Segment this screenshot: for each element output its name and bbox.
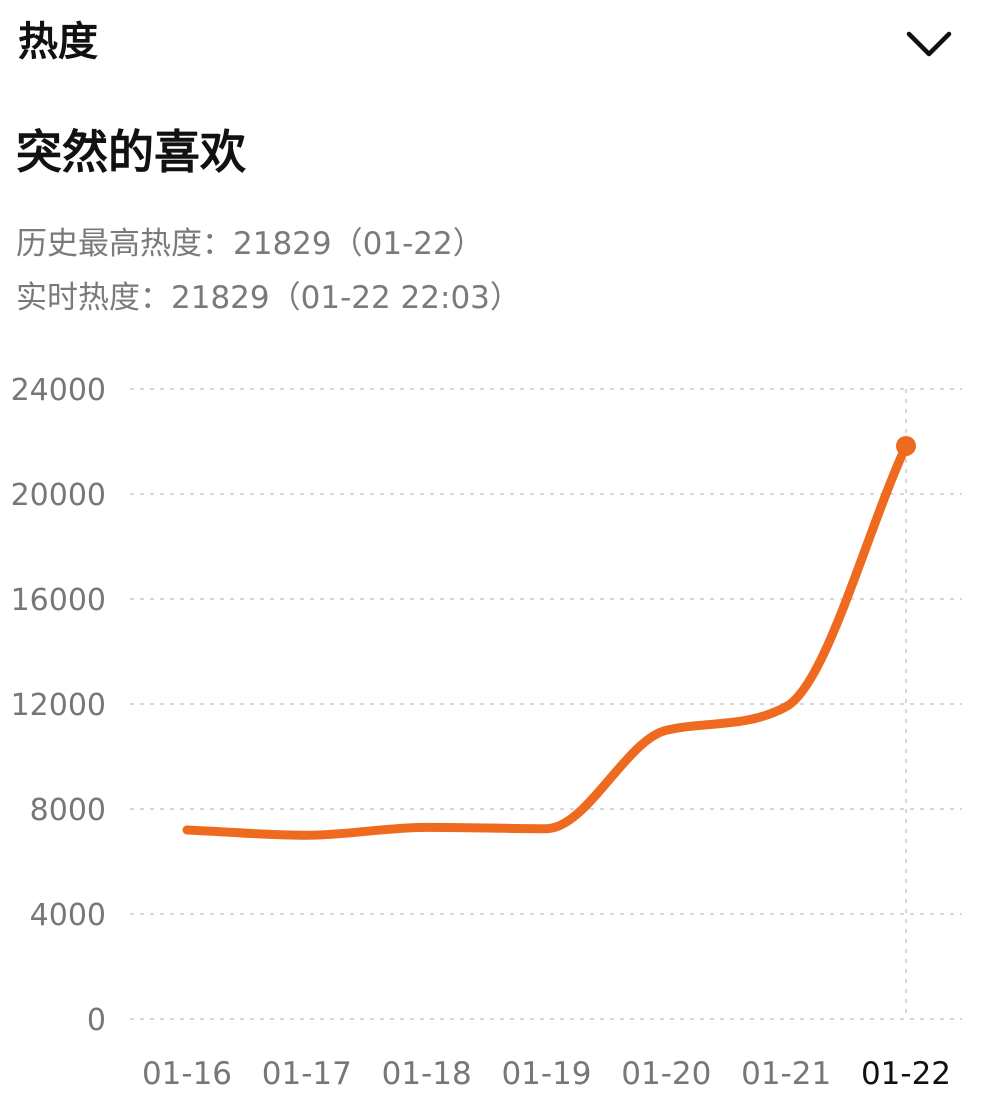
grid-layer	[130, 388, 962, 1020]
x-tick-label: 01-19	[501, 1056, 591, 1092]
x-tick-label: 01-22	[861, 1056, 951, 1092]
y-axis-ticks: 0 4000 8000 12000 16000 20000 24000	[11, 373, 106, 1038]
y-tick-label: 0	[87, 1003, 106, 1038]
latest-point-marker[interactable]	[896, 435, 916, 456]
heat-series-line	[182, 441, 911, 840]
topic-title: 突然的喜欢	[16, 125, 246, 179]
current-heat-label: 实时热度：	[16, 280, 171, 316]
y-tick-label: 12000	[11, 688, 106, 723]
current-heat-value: 21829	[171, 280, 270, 316]
max-heat-stat: 历史最高热度：21829（01-22）	[16, 224, 484, 264]
heat-header[interactable]: 热度	[0, 0, 992, 90]
y-tick-label: 4000	[30, 898, 106, 933]
series-layer	[182, 435, 916, 840]
current-heat-stat: 实时热度：21829（01-22 22:03）	[16, 278, 521, 318]
max-heat-date: （01-22）	[331, 226, 484, 262]
x-tick-label: 01-21	[741, 1056, 831, 1092]
y-tick-label: 16000	[11, 583, 106, 618]
current-heat-time: （01-22 22:03）	[269, 280, 521, 316]
heat-title: 热度	[18, 19, 98, 65]
x-tick-label: 01-17	[262, 1056, 352, 1092]
x-axis-ticks: 01-16 01-17 01-18 01-19 01-20 01-21 01-22	[142, 1056, 951, 1092]
chevron-down-icon	[906, 31, 952, 57]
y-tick-label: 24000	[11, 373, 106, 408]
x-tick-label: 01-18	[382, 1056, 472, 1092]
y-tick-label: 20000	[11, 478, 106, 513]
max-heat-value: 21829	[233, 226, 332, 262]
max-heat-label: 历史最高热度：	[16, 226, 233, 262]
y-tick-label: 8000	[30, 793, 106, 828]
x-tick-label: 01-20	[621, 1056, 711, 1092]
x-tick-label: 01-16	[142, 1056, 232, 1092]
heat-trend-chart: 0 4000 8000 12000 16000 20000 24000 01-16 01-17…	[11, 373, 962, 1092]
collapse-toggle-button[interactable]	[896, 20, 962, 68]
